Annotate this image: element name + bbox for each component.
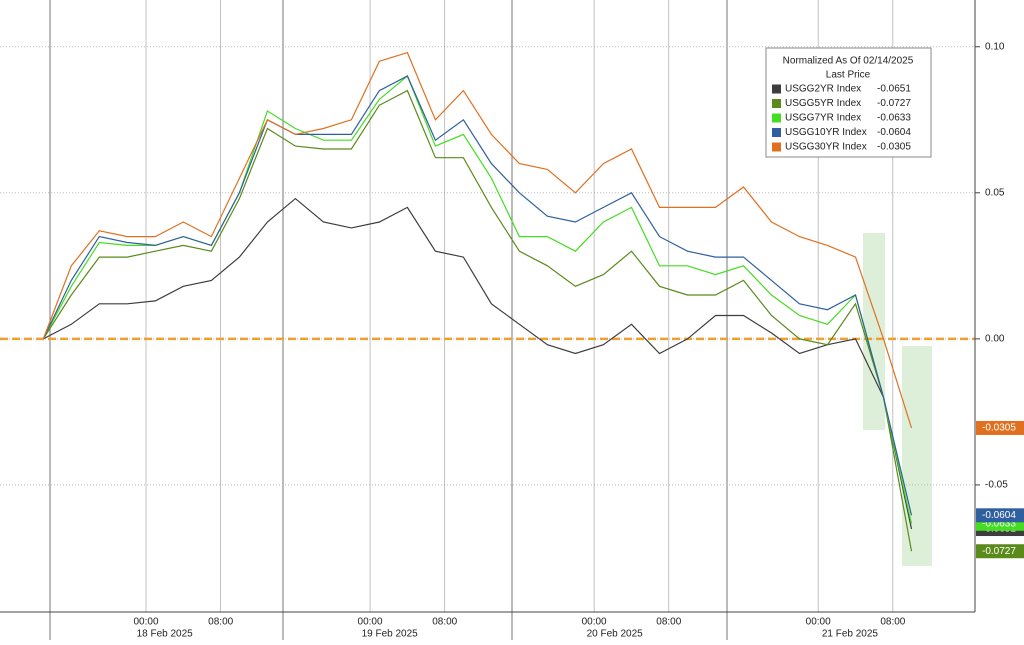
x-tick-label: 00:00 bbox=[806, 617, 831, 628]
y-tick-label: 0.10 bbox=[985, 41, 1005, 52]
value-tag-label: -0.0633 bbox=[982, 518, 1016, 529]
legend-label: USGG5YR Index bbox=[785, 98, 861, 109]
lines bbox=[42, 51, 913, 552]
highlight bbox=[902, 346, 932, 566]
x-tick-label: 00:00 bbox=[582, 617, 607, 628]
value-tag bbox=[976, 508, 1024, 523]
legend-label: USGG10YR Index bbox=[785, 127, 867, 138]
value-tags: -0.0651-0.0727-0.0633-0.0604-0.0305 bbox=[976, 420, 1024, 559]
legend-swatch bbox=[772, 99, 781, 108]
legend-box bbox=[765, 47, 932, 158]
x-tick-label: 08:00 bbox=[432, 617, 457, 628]
legend-swatch bbox=[772, 128, 781, 137]
legend-swatch bbox=[772, 113, 781, 123]
y-tick-label: 0.00 bbox=[985, 334, 1005, 345]
legend-subtitle: Last Price bbox=[826, 70, 871, 81]
x-tick-label: 00:00 bbox=[133, 617, 158, 628]
legend-value: -0.0305 bbox=[877, 142, 911, 153]
series-line bbox=[42, 51, 913, 429]
legend-label: USGG2YR Index bbox=[785, 84, 861, 95]
date-label: 19 Feb 2025 bbox=[362, 629, 419, 640]
legend: Normalized As Of 02/14/2025 Last Price U… bbox=[765, 47, 932, 158]
legend-swatch bbox=[772, 142, 781, 152]
series-line bbox=[43, 197, 913, 530]
date-label: 21 Feb 2025 bbox=[822, 629, 879, 640]
value-tag-label: -0.0727 bbox=[982, 546, 1016, 557]
x-tick-label: 08:00 bbox=[880, 617, 905, 628]
legend-value: -0.0727 bbox=[877, 98, 911, 109]
y-tick-label: -0.05 bbox=[985, 480, 1008, 491]
legend-label: USGG7YR Index bbox=[785, 113, 861, 124]
date-label: 18 Feb 2025 bbox=[137, 629, 194, 640]
legend-title: Normalized As Of 02/14/2025 bbox=[783, 56, 914, 67]
date-label: 20 Feb 2025 bbox=[587, 629, 644, 640]
value-tag-label: -0.0305 bbox=[982, 423, 1016, 434]
legend-label: USGG30YR Index bbox=[785, 142, 867, 153]
y-tick-label: 0.05 bbox=[985, 187, 1005, 198]
x-tick-label: 00:00 bbox=[358, 617, 383, 628]
series-line bbox=[42, 89, 913, 552]
highlight bbox=[863, 233, 885, 430]
legend-value: -0.0604 bbox=[877, 127, 911, 138]
value-tag bbox=[976, 420, 1024, 435]
grid: 0.10 0.05 0.00 -0.05 00:00 08:00 00:00 08:00 00:… bbox=[0, 0, 1008, 640]
legend-value: -0.0651 bbox=[877, 84, 911, 95]
legend-value: -0.0633 bbox=[877, 113, 911, 124]
x-tick-label: 08:00 bbox=[208, 617, 233, 628]
x-tick-label: 08:00 bbox=[656, 617, 681, 628]
value-tag-label: -0.0604 bbox=[982, 510, 1016, 521]
legend-swatch bbox=[772, 84, 781, 94]
value-tag bbox=[976, 544, 1024, 559]
series-line bbox=[42, 75, 913, 516]
